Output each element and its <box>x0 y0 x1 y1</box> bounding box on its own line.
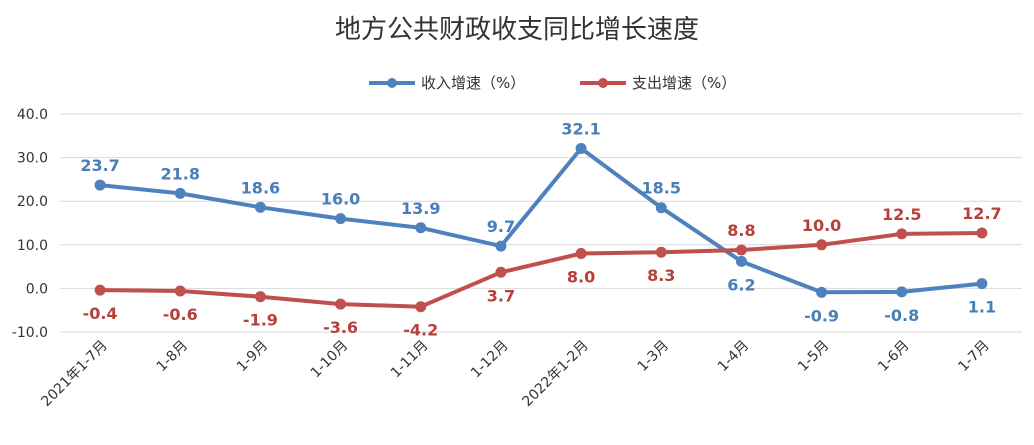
x-tick-label: 1-3月 <box>635 338 672 375</box>
chart-title: 地方公共财政收支同比增长速度 <box>335 15 699 45</box>
x-tick-label: 1-7月 <box>955 338 992 375</box>
gridlines <box>60 113 1022 333</box>
expenditure-point <box>816 239 828 251</box>
expenditure-series-line <box>100 231 982 309</box>
x-tick-label: 1-9月 <box>234 338 271 375</box>
x-tick-label: 1-8月 <box>154 338 191 375</box>
x-tick-label: 1-4月 <box>715 338 752 375</box>
income-series-line <box>99 146 983 295</box>
expenditure-point <box>335 298 347 310</box>
income-data-label: 1.1 <box>968 298 996 317</box>
series-points <box>94 142 988 313</box>
legend-income-label: 收入增速（%） <box>421 74 525 92</box>
income-data-label: 16.0 <box>321 190 360 209</box>
income-point <box>735 255 747 267</box>
x-axis-ticks: 2021年1-7月 1-8月 1-9月 1-10月 1-11月 1-12月 2022年1-2… <box>38 338 992 410</box>
y-tick-label: 40.0 <box>17 107 48 123</box>
series-lines <box>99 146 983 309</box>
x-tick-label: 1-12月 <box>468 338 512 382</box>
expenditure-data-label: 8.8 <box>727 221 755 240</box>
income-point <box>254 201 266 213</box>
expenditure-data-label: -4.2 <box>403 321 438 340</box>
legend: 收入增速（%） 支出增速（%） <box>369 74 736 92</box>
expenditure-point <box>254 291 266 303</box>
expenditure-data-label: 10.0 <box>802 216 841 235</box>
x-tick-label: 2022年1-2月 <box>519 338 591 410</box>
income-point <box>896 286 908 298</box>
income-point <box>575 142 587 154</box>
y-tick-label: 30.0 <box>17 151 48 167</box>
expenditure-data-label: 8.0 <box>567 268 595 287</box>
expenditure-data-label: -1.9 <box>243 311 278 330</box>
expenditure-data-label: -3.6 <box>323 318 358 337</box>
income-data-label: 9.7 <box>487 217 515 236</box>
expenditure-point <box>174 285 186 297</box>
y-tick-label: 20.0 <box>17 194 48 210</box>
income-data-label: 18.5 <box>642 179 681 198</box>
income-point <box>655 202 667 214</box>
expenditure-point <box>495 266 507 278</box>
legend-income-marker <box>387 78 397 88</box>
income-data-label: -0.9 <box>804 306 839 325</box>
expenditure-point <box>976 227 988 239</box>
legend-expenditure-marker <box>598 78 608 88</box>
y-tick-label: 10.0 <box>17 238 48 254</box>
x-tick-label: 1-5月 <box>795 338 832 375</box>
income-data-label: 23.7 <box>80 156 119 175</box>
expenditure-data-label: 8.3 <box>647 266 675 285</box>
income-data-label: -0.8 <box>884 306 919 325</box>
y-tick-label: 0.0 <box>26 281 48 297</box>
income-data-label: 18.6 <box>241 178 280 197</box>
expenditure-point <box>94 284 106 296</box>
income-data-label: 32.1 <box>561 119 600 138</box>
x-tick-label: 1-11月 <box>388 338 432 382</box>
expenditure-point <box>575 248 587 260</box>
income-point <box>94 179 106 191</box>
expenditure-data-label: -0.6 <box>163 305 198 324</box>
income-data-label: 6.2 <box>727 275 755 294</box>
income-point <box>495 240 507 252</box>
income-data-label: 21.8 <box>161 164 200 183</box>
income-point <box>335 213 347 225</box>
x-tick-label: 1-6月 <box>875 338 912 375</box>
legend-item-expenditure: 支出增速（%） <box>580 74 736 92</box>
y-axis-ticks: -10.0 0.0 10.0 20.0 30.0 40.0 <box>12 107 48 341</box>
data-labels: 23.7 21.8 18.6 16.0 13.9 9.7 32.1 18.5 6.2 -0.9 -0… <box>80 119 1001 339</box>
x-tick-label: 1-10月 <box>308 338 352 382</box>
expenditure-data-label: 12.7 <box>962 204 1001 223</box>
income-data-label: 13.9 <box>401 199 440 218</box>
expenditure-data-label: 12.5 <box>882 205 921 224</box>
y-tick-label: -10.0 <box>12 325 48 341</box>
expenditure-point <box>655 246 667 258</box>
expenditure-data-label: -0.4 <box>83 304 118 323</box>
expenditure-data-label: 3.7 <box>487 286 515 305</box>
income-point <box>415 222 427 234</box>
legend-expenditure-label: 支出增速（%） <box>632 74 736 92</box>
income-point <box>976 278 988 290</box>
expenditure-point <box>735 244 747 256</box>
expenditure-point <box>896 228 908 240</box>
income-point <box>816 286 828 298</box>
legend-item-income: 收入增速（%） <box>369 74 525 92</box>
income-point <box>174 187 186 199</box>
x-tick-label: 2021年1-7月 <box>38 338 110 410</box>
expenditure-point <box>415 301 427 313</box>
